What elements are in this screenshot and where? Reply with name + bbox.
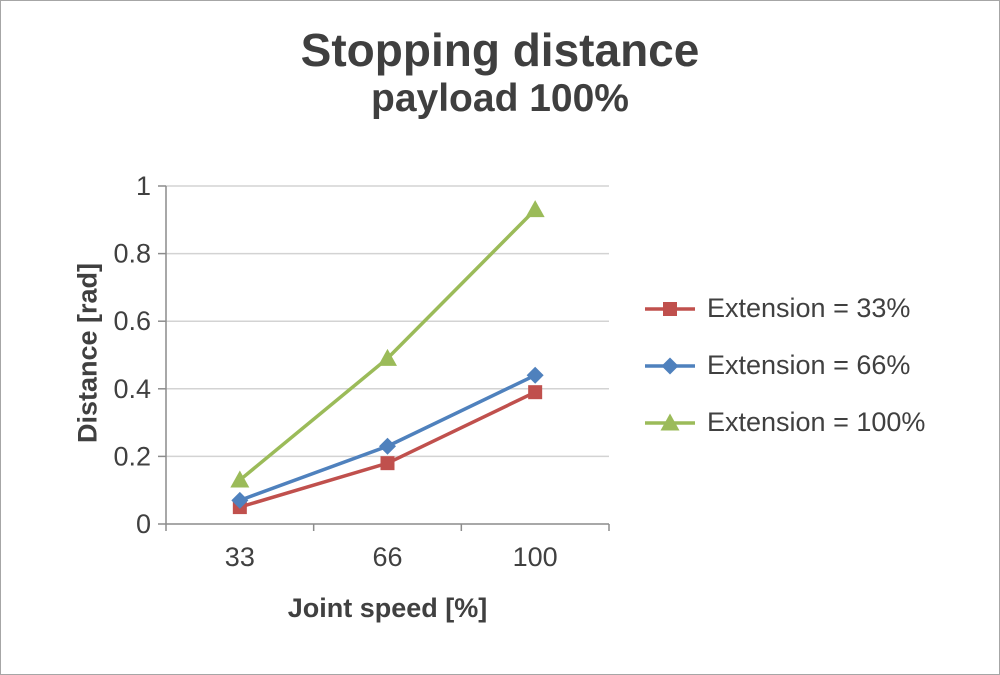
x-tick-label: 33 [225, 542, 255, 572]
legend-item: Extension = 33% [643, 293, 925, 324]
marker-square [663, 301, 677, 316]
marker-diamond [661, 357, 679, 374]
legend: Extension = 33% Extension = 66% Extension … [643, 293, 925, 438]
legend-key-triangle [645, 413, 695, 430]
marker-diamond [379, 437, 396, 455]
legend-key-square [645, 301, 695, 316]
chart-subtitle: payload 100% [371, 76, 629, 120]
marker-diamond [526, 366, 544, 384]
y-axis-title: Distance [rad] [72, 262, 103, 444]
x-tick-label: 66 [372, 542, 402, 572]
marker-triangle [525, 200, 545, 218]
legend-label: Extension = 33% [707, 293, 911, 323]
marker-triangle [230, 470, 250, 488]
x-tick-label: 100 [513, 542, 558, 572]
chart-title-block: Stopping distance payload 100% [1, 24, 999, 121]
y-tick-label: 0.4 [113, 374, 151, 404]
chart-title: Stopping distance [300, 24, 700, 76]
y-tick-label: 1 [136, 171, 151, 201]
marker-triangle [378, 348, 397, 366]
legend-key-diamond [645, 357, 695, 374]
x-axis-title: Joint speed [%] [287, 593, 488, 623]
y-tick-label: 0.6 [113, 306, 151, 336]
marker-diamond [231, 491, 249, 509]
legend-label: Extension = 66% [707, 350, 911, 380]
marker-square [380, 456, 395, 471]
legend-item: Extension = 66% [643, 350, 925, 381]
y-tick-label: 0.2 [113, 441, 151, 471]
legend-item: Extension = 100% [643, 407, 925, 438]
marker-square [528, 385, 543, 400]
marker-triangle [660, 413, 680, 430]
y-tick-label: 0 [136, 509, 151, 539]
legend-label: Extension = 100% [707, 407, 926, 437]
y-tick-label: 0.8 [113, 239, 151, 269]
